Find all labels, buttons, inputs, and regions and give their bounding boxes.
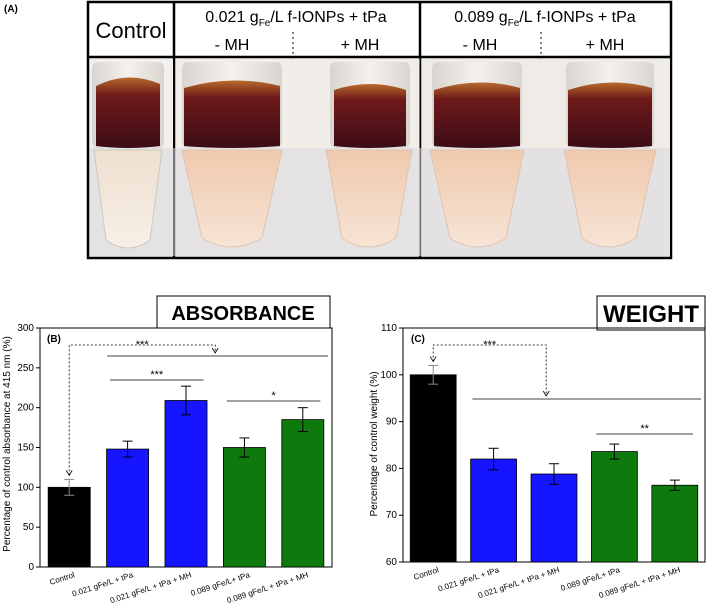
absorbance-bar bbox=[106, 448, 150, 568]
control-header: Control bbox=[96, 18, 167, 43]
weight-bar bbox=[591, 451, 638, 563]
weight-y-tick-label: 70 bbox=[386, 510, 398, 521]
absorbance-sig-label: *** bbox=[150, 369, 164, 381]
chart-absorbance: ABSORBANCE (B) Percentage of control abs… bbox=[2, 295, 333, 605]
weight-title-box bbox=[596, 295, 706, 331]
group2-sub: Fe bbox=[508, 18, 520, 29]
weight-sig-arrowhead bbox=[429, 356, 437, 363]
weight-sig-label: ** bbox=[640, 423, 649, 435]
weight-sig-bracket bbox=[432, 344, 547, 396]
group2-plus-mh: + MH bbox=[586, 37, 625, 54]
absorbance-y-tick-label: 100 bbox=[17, 482, 34, 493]
group2-prefix: 0.089 g bbox=[454, 9, 507, 26]
absorbance-y-tick-label: 50 bbox=[23, 522, 35, 533]
weight-bar bbox=[651, 484, 699, 563]
absorbance-sig-label: *** bbox=[136, 339, 150, 351]
group1-prefix: 0.021 g bbox=[205, 9, 258, 26]
tube-group2-minus bbox=[429, 62, 525, 248]
panel-a-label: (A) bbox=[4, 4, 18, 15]
group1-sub: Fe bbox=[259, 18, 271, 29]
tube-group2-plus bbox=[563, 62, 657, 248]
absorbance-title-box bbox=[156, 295, 331, 329]
group1-suffix: /L f-IONPs + tPa bbox=[270, 9, 386, 26]
absorbance-y-tick-label: 250 bbox=[17, 363, 34, 374]
weight-y-tick-label: 110 bbox=[381, 323, 397, 334]
absorbance-bar bbox=[281, 419, 325, 568]
absorbance-y-tick-label: 0 bbox=[28, 562, 34, 573]
weight-y-tick-label: 90 bbox=[386, 417, 398, 428]
tube-group1-minus bbox=[181, 62, 283, 248]
weight-y-tick-label: 80 bbox=[386, 463, 398, 474]
group1-plus-mh: + MH bbox=[341, 37, 380, 54]
panel-a: (A) Control 0.021 gFe/L f-IONPs + tPa - … bbox=[4, 0, 673, 260]
panel-b-label: (B) bbox=[47, 334, 61, 345]
absorbance-bar bbox=[222, 447, 266, 568]
group1-minus-mh: - MH bbox=[215, 37, 250, 54]
weight-y-axis-label: Percentage of control weight (%) bbox=[369, 371, 380, 516]
weight-y-tick-label: 60 bbox=[386, 557, 398, 568]
weight-bar bbox=[470, 458, 517, 563]
group2-suffix: /L f-IONPs + tPa bbox=[519, 9, 635, 26]
weight-category-label: Control bbox=[413, 565, 441, 582]
absorbance-category-label: Control bbox=[49, 570, 77, 587]
panel-a-frame bbox=[86, 0, 673, 260]
absorbance-y-tick-label: 300 bbox=[17, 323, 34, 334]
weight-sig-arrowhead bbox=[542, 390, 550, 397]
absorbance-title: ABSORBANCE bbox=[171, 303, 314, 325]
absorbance-bar bbox=[164, 400, 208, 568]
absorbance-y-tick-label: 150 bbox=[17, 443, 34, 454]
absorbance-y-tick-label: 200 bbox=[17, 403, 34, 414]
absorbance-sig-label: * bbox=[271, 390, 276, 402]
panel-c-label: (C) bbox=[411, 334, 425, 345]
weight-bar bbox=[530, 473, 578, 563]
weight-bar bbox=[409, 374, 457, 563]
chart-weight: WEIGHT (C) Percentage of control weight … bbox=[369, 295, 706, 600]
weight-y-tick-label: 100 bbox=[380, 370, 397, 381]
absorbance-sig-arrowhead bbox=[65, 470, 73, 477]
absorbance-sig-arrowhead bbox=[211, 347, 219, 354]
absorbance-y-axis-label: Percentage of control absorbance at 415 … bbox=[2, 336, 13, 552]
group1-header: 0.021 gFe/L f-IONPs + tPa bbox=[205, 9, 387, 29]
tube-control bbox=[92, 62, 164, 249]
group2-minus-mh: - MH bbox=[463, 37, 498, 54]
tube-group1-plus bbox=[325, 62, 413, 248]
weight-sig-label: *** bbox=[483, 339, 497, 351]
group2-header: 0.089 gFe/L f-IONPs + tPa bbox=[454, 9, 636, 29]
absorbance-sig-bracket bbox=[68, 344, 216, 476]
weight-title: WEIGHT bbox=[603, 301, 699, 328]
absorbance-bar bbox=[47, 486, 91, 568]
